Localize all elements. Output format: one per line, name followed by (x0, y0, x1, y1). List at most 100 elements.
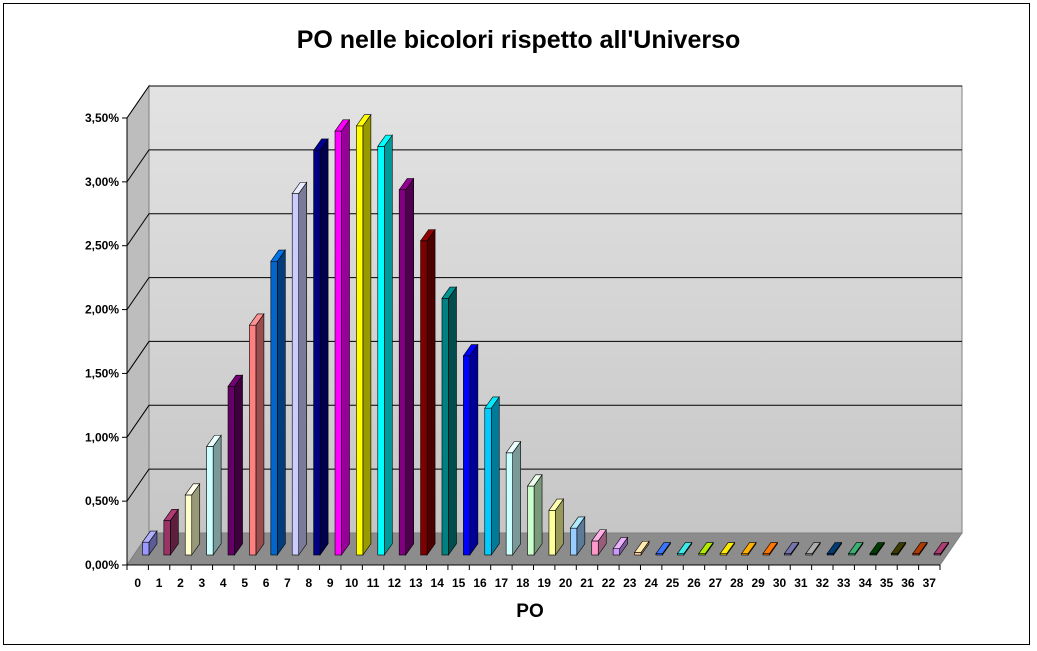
bar (890, 541, 907, 556)
bar-top (484, 396, 500, 409)
bar-top (526, 474, 543, 487)
bar (398, 177, 415, 556)
bar (505, 440, 522, 556)
bar (248, 312, 265, 556)
bar-top (826, 542, 843, 555)
bar-side (469, 343, 479, 556)
gridline (126, 213, 962, 246)
y-tick-label: 3,00% (85, 175, 119, 189)
bar (334, 118, 351, 556)
bar-front (334, 130, 342, 556)
x-tick-label: 14 (431, 576, 445, 590)
x-tick-label: 2 (177, 576, 184, 590)
bar-top (933, 542, 950, 555)
bar (526, 473, 543, 556)
bar-side (448, 286, 457, 556)
bar-side (405, 177, 414, 556)
bar-top (505, 441, 522, 454)
bar (933, 541, 950, 556)
bar-top (912, 542, 928, 555)
gridline (126, 85, 962, 119)
x-tick-label: 20 (559, 576, 573, 590)
y-tick-label: 1,50% (85, 366, 119, 380)
x-tick-label: 28 (730, 576, 744, 590)
x-tick-label: 21 (580, 576, 594, 590)
x-tick-label: 16 (473, 576, 487, 590)
bar (698, 541, 714, 556)
bar-top (248, 313, 265, 326)
x-tick-label: 8 (306, 576, 313, 590)
bar (441, 286, 458, 556)
bar (313, 138, 329, 556)
y-tick-label: 1,00% (85, 430, 119, 444)
bar (912, 541, 928, 556)
bar-front (591, 540, 599, 556)
y-tick-label: 3,50% (85, 111, 119, 125)
x-tick-label: 31 (794, 576, 808, 590)
bar-top (334, 119, 351, 132)
bar-front (377, 146, 385, 556)
x-tick-label: 18 (516, 576, 530, 590)
bar-front (634, 552, 642, 556)
bar (419, 228, 436, 556)
bar-top (227, 374, 244, 387)
y-tick-label: 0,50% (85, 494, 119, 508)
y-tick-label: 2,50% (85, 239, 119, 253)
y-tick-label: 2,00% (85, 303, 119, 317)
x-tick-label: 29 (751, 576, 765, 590)
bar-top (612, 537, 629, 549)
bar (569, 516, 586, 556)
bars (141, 113, 950, 556)
bar-top (740, 542, 757, 555)
x-tick-label: 3 (199, 576, 206, 590)
bar-front (270, 260, 278, 556)
x-tick-label: 26 (687, 576, 701, 590)
x-tick-label: 19 (538, 576, 552, 590)
bar-top (270, 249, 286, 262)
bar (355, 113, 372, 556)
bar (206, 434, 222, 556)
bar-front (356, 125, 364, 556)
bar (141, 530, 158, 556)
x-tick-label: 34 (858, 576, 872, 590)
x-tick-label: 15 (452, 576, 466, 590)
bar (591, 528, 607, 556)
x-tick-label: 32 (816, 576, 830, 590)
bar-side (426, 228, 436, 556)
x-tick-label: 33 (837, 576, 851, 590)
x-tick-label: 1 (156, 576, 163, 590)
bar-side (319, 138, 329, 556)
x-tick-label: 0 (134, 576, 141, 590)
bar-top (398, 178, 415, 191)
bar-front (548, 509, 556, 556)
bar (291, 181, 308, 556)
bar-top (783, 542, 800, 555)
bar (762, 541, 778, 556)
x-tick-label: 6 (263, 576, 270, 590)
bar-top (719, 542, 736, 555)
gridline (126, 404, 962, 438)
x-axis: 0 1 2 3 4 5 6 7 8 9 10 11 12 13 14 15 16 17 18 19 20 21 22 23 24… (126, 564, 941, 590)
gridlines (126, 85, 962, 502)
bar-side (341, 118, 350, 556)
bar (462, 343, 479, 556)
bar-side (255, 312, 265, 556)
x-tick-label: 22 (602, 576, 616, 590)
bar (270, 249, 286, 556)
x-tick-label: 11 (367, 576, 380, 590)
bar-top (291, 182, 308, 194)
bar-front (206, 446, 214, 556)
x-tick-label: 10 (345, 576, 359, 590)
bar (676, 541, 693, 556)
bar-side (512, 440, 521, 556)
bar (163, 508, 179, 556)
x-tick-label: 27 (709, 576, 723, 590)
x-tick-label: 7 (284, 576, 291, 590)
bar-top (377, 134, 393, 147)
bar-top (890, 542, 907, 555)
bar-side (212, 434, 222, 556)
chart-title: PO nelle bicolori rispetto all'Universo (296, 26, 741, 54)
bar (719, 541, 736, 556)
bar-side (298, 181, 308, 556)
